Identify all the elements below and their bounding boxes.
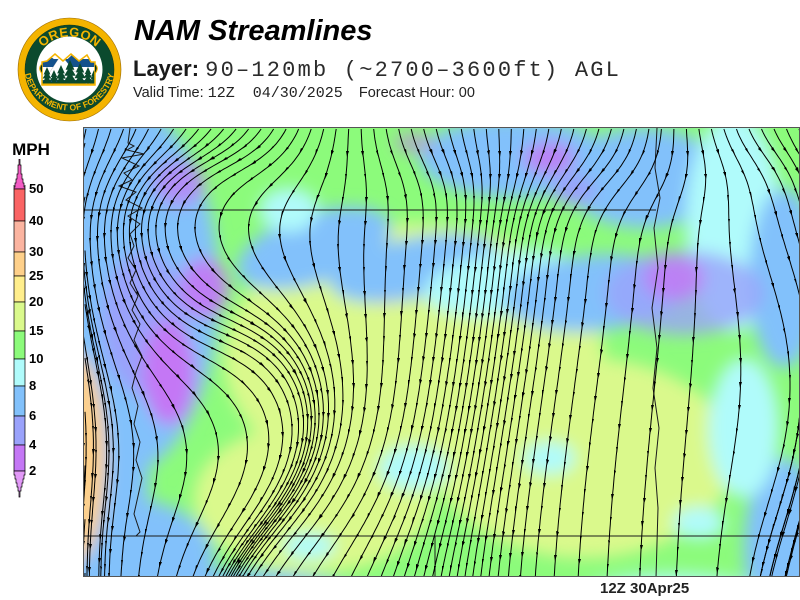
svg-text:15: 15 [29, 323, 43, 338]
svg-text:2: 2 [29, 463, 36, 478]
svg-text:40: 40 [29, 213, 43, 228]
svg-text:4: 4 [29, 437, 37, 452]
svg-text:25: 25 [29, 268, 43, 283]
svg-text:10: 10 [29, 351, 43, 366]
svg-text:50: 50 [29, 181, 43, 196]
svg-text:8: 8 [29, 378, 36, 393]
svg-text:30: 30 [29, 244, 43, 259]
svg-text:20: 20 [29, 294, 43, 309]
svg-text:6: 6 [29, 408, 36, 423]
